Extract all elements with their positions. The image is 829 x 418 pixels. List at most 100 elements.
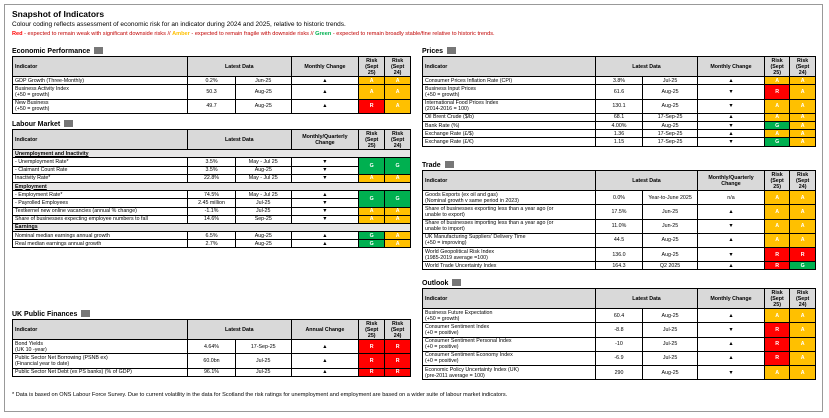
date-cell: 17-Sep-25	[642, 137, 699, 147]
date-cell: Jul-25	[234, 367, 292, 377]
column-header: Risk (Sept 25)	[763, 287, 791, 310]
date-cell: Jun-25	[642, 204, 699, 220]
value-cell: -10	[594, 336, 644, 352]
risk-cell: A	[789, 190, 816, 206]
date-cell: Jul-25	[642, 350, 699, 366]
column-header: Risk (Sept 25)	[358, 128, 386, 151]
indicator-row: New Business (+50 = growth) 49.7 Aug-25 ▲ R A	[11, 98, 412, 114]
value-cell: 3.5%	[187, 165, 236, 175]
value-cell: 61.6	[594, 84, 644, 100]
indicator-cell: World Geopolitical Risk Index (1985-2019…	[422, 246, 596, 263]
section-title-text: Prices	[422, 48, 444, 55]
indicator-cell: Public Sector Net Borrowing (PSNB ex) (F…	[11, 353, 189, 369]
change-cell: ▼	[697, 98, 765, 114]
risk-cell: A	[358, 206, 386, 216]
indicator-row: Consumer Sentiment Index (+0 = positive)…	[422, 322, 816, 338]
date-cell: Aug-25	[234, 231, 292, 241]
risk-cell: A	[763, 232, 791, 248]
indicator-row: Business Activity Index (+50 = growth) 50…	[11, 84, 412, 100]
indicator-cell: - Payrolled Employees	[11, 198, 189, 208]
change-cell: ▼	[290, 173, 360, 183]
column-header: Risk (Sept 25)	[763, 169, 791, 192]
header-row: Indicator Latest Data Annual Change Risk (S…	[11, 318, 412, 341]
indicator-row: Bond Yields (UK 10 -year) 4.64% 17-Sep-25 ▲…	[11, 339, 412, 355]
change-cell: ▲	[290, 367, 360, 377]
date-cell: Jul-25	[642, 336, 699, 352]
column-header: Indicator	[422, 169, 596, 192]
risk-cell: R	[358, 339, 386, 355]
risk-cell: A	[789, 336, 816, 352]
indicator-cell: Exchange Rate (£/$)	[422, 129, 596, 139]
section-title: Outlook	[422, 279, 462, 287]
indicator-row: GDP Growth (Three-Monthly) 0.2% Jun-25 ▲ A A	[11, 76, 412, 86]
date-cell: 17-Sep-25	[642, 112, 699, 122]
value-cell: 0.2%	[187, 76, 236, 86]
column-header: Monthly Change	[290, 55, 360, 78]
section-icon	[452, 279, 462, 286]
indicator-table: Indicator Latest Data Monthly/Quarterly Ch…	[11, 128, 412, 249]
section-icon	[81, 310, 91, 317]
indicator-row: Bank Rate (%) 4.00% Aug-25 ▼ G A	[422, 120, 816, 131]
value-cell: 60.0bn	[187, 353, 236, 369]
change-cell: ▲	[697, 308, 765, 324]
indicator-row: Business Future Expectation (+50 = growt…	[422, 308, 816, 324]
value-cell: 49.7	[187, 98, 236, 114]
risk-cell: R	[763, 84, 791, 100]
section-title-text: Trade	[422, 162, 441, 169]
column-header: Latest Data	[187, 128, 292, 151]
change-cell: ▼	[290, 157, 360, 167]
risk-cell: G	[384, 157, 412, 175]
section-title-text: Labour Market	[12, 121, 61, 128]
section-title: Labour Market	[12, 120, 74, 128]
indicator-cell: Consumer Sentiment Personal Index (+0 = …	[422, 336, 596, 352]
risk-cell: A	[358, 84, 386, 100]
risk-cell: A	[789, 350, 816, 366]
column-header: Annual Change	[290, 318, 360, 341]
subheading: Unemployment and Inactivity	[11, 149, 412, 159]
indicator-row: Consumer Sentiment Personal Index (+0 = …	[422, 336, 816, 352]
risk-cell: A	[384, 84, 412, 100]
date-cell: Year-to-June 2025	[642, 190, 699, 206]
date-cell: 17-Sep-25	[642, 129, 699, 139]
risk-cell: A	[763, 308, 791, 324]
value-cell: 50.3	[187, 84, 236, 100]
change-cell: ▼	[697, 246, 765, 263]
column-header: Risk (Sept 24)	[789, 287, 816, 310]
value-cell: 96.1%	[187, 367, 236, 377]
risk-cell: G	[358, 239, 386, 249]
date-cell: Aug-25	[642, 120, 699, 131]
indicator-row: Economic Policy Uncertainty Index (UK) (…	[422, 364, 816, 381]
change-cell: ▼	[290, 165, 360, 175]
value-cell: -6.9	[594, 350, 644, 366]
date-cell: Aug-25	[234, 98, 292, 114]
legend-segment: Red	[12, 31, 23, 37]
indicator-row: Goods Exports (ex oil and gas) (Nominal …	[422, 190, 816, 206]
date-cell: Aug-25	[642, 98, 699, 114]
indicator-row: Public Sector Net Borrowing (PSNB ex) (F…	[11, 353, 412, 369]
change-cell: ▲	[697, 350, 765, 366]
column-header: Risk (Sept 24)	[384, 128, 412, 151]
date-cell: Jul-25	[234, 353, 292, 369]
indicator-cell: GDP Growth (Three-Monthly)	[11, 76, 189, 86]
risk-cell: A	[384, 239, 412, 249]
section-icon	[444, 161, 454, 168]
indicator-cell: - Employment Rate*	[11, 190, 189, 200]
subtitle: Colour coding reflects assessment of eco…	[12, 21, 346, 28]
change-cell: ▼	[290, 214, 360, 224]
risk-cell: A	[789, 129, 816, 139]
indicator-row: Public Sector Net Debt (ex PS banks) (% …	[11, 367, 412, 377]
indicator-cell: Exchange Rate (£/€)	[422, 137, 596, 147]
change-cell: ▼	[290, 198, 360, 208]
date-cell: Sep-25	[234, 214, 292, 224]
indicator-cell: Consumer Sentiment Economy Index (+0 = p…	[422, 350, 596, 366]
indicator-row: Consumer Prices Inflation Rate (CPI) 3.8%…	[422, 76, 816, 86]
date-cell: 17-Sep-25	[234, 339, 292, 355]
section-title-text: Outlook	[422, 280, 449, 287]
legend-segment: - expected to remain weak with significa…	[22, 31, 173, 37]
indicator-table: Indicator Latest Data Monthly Change Risk (…	[11, 55, 412, 114]
risk-cell: A	[789, 204, 816, 220]
indicator-cell: Share of businesses exporting less than …	[422, 204, 596, 220]
date-cell: Jul-25	[234, 198, 292, 208]
date-cell: Q2 2025	[642, 261, 699, 271]
